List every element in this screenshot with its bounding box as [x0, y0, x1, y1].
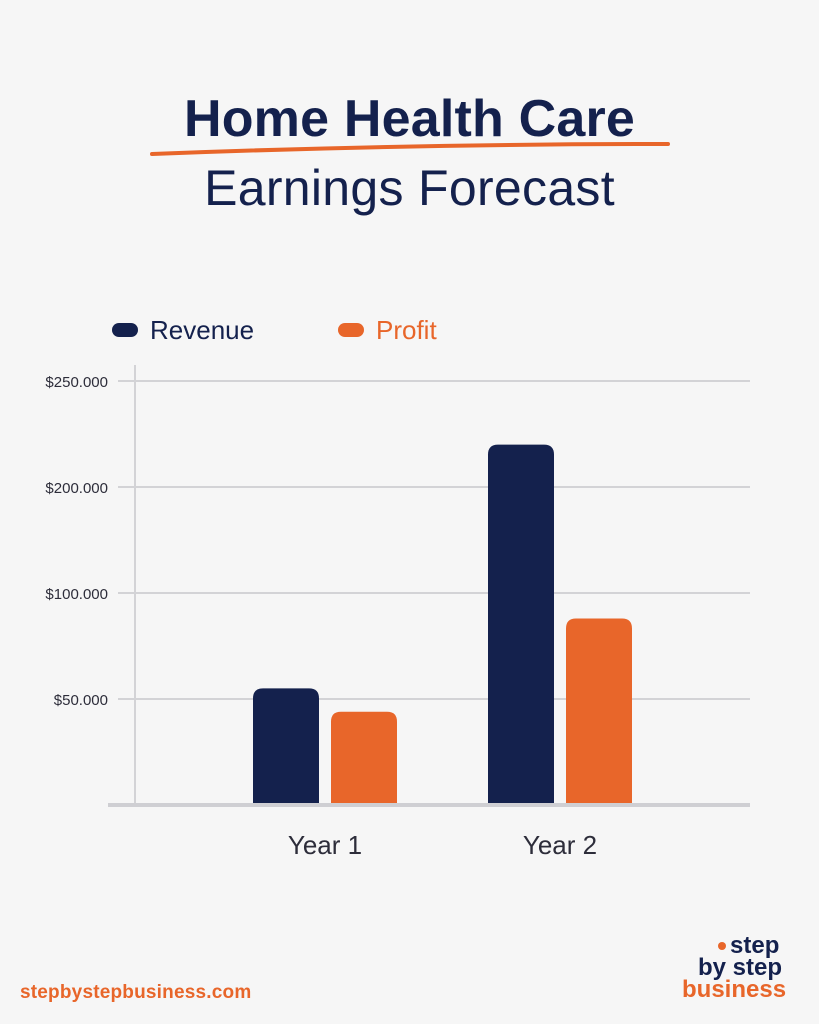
logo-dot [718, 942, 726, 950]
legend-swatch-profit [338, 323, 364, 337]
logo-line-3: business [682, 976, 787, 1003]
x-tick-label-0: Year 1 [288, 830, 362, 860]
title-line-2: Earnings Forecast [204, 160, 615, 216]
y-tick-label-2: $200.000 [45, 480, 108, 497]
x-tick-label-1: Year 2 [523, 830, 597, 860]
bar-profit-year-2 [566, 618, 632, 805]
logo-line-1: step [730, 932, 780, 959]
chart-title: Home Health Care Earnings Forecast [0, 88, 819, 218]
y-tick-label-3: $250.000 [45, 374, 108, 391]
bar-revenue-year-2 [488, 444, 554, 805]
logo-line-2: by step [698, 954, 783, 981]
y-tick-label-0: $50.000 [54, 692, 108, 709]
brand-logo: step by step business [668, 934, 798, 1004]
y-tick-label-1: $100.000 [45, 586, 108, 603]
legend-label-revenue: Revenue [150, 315, 255, 345]
legend-swatch-revenue [112, 323, 138, 337]
bar-revenue-year-1 [253, 688, 319, 805]
title-line-1: Home Health Care [183, 90, 636, 148]
footer-url[interactable]: stepbystepbusiness.com [20, 982, 252, 1003]
bar-profit-year-1 [331, 711, 397, 805]
legend-label-profit: Profit [376, 315, 437, 345]
title-underline [150, 142, 670, 156]
